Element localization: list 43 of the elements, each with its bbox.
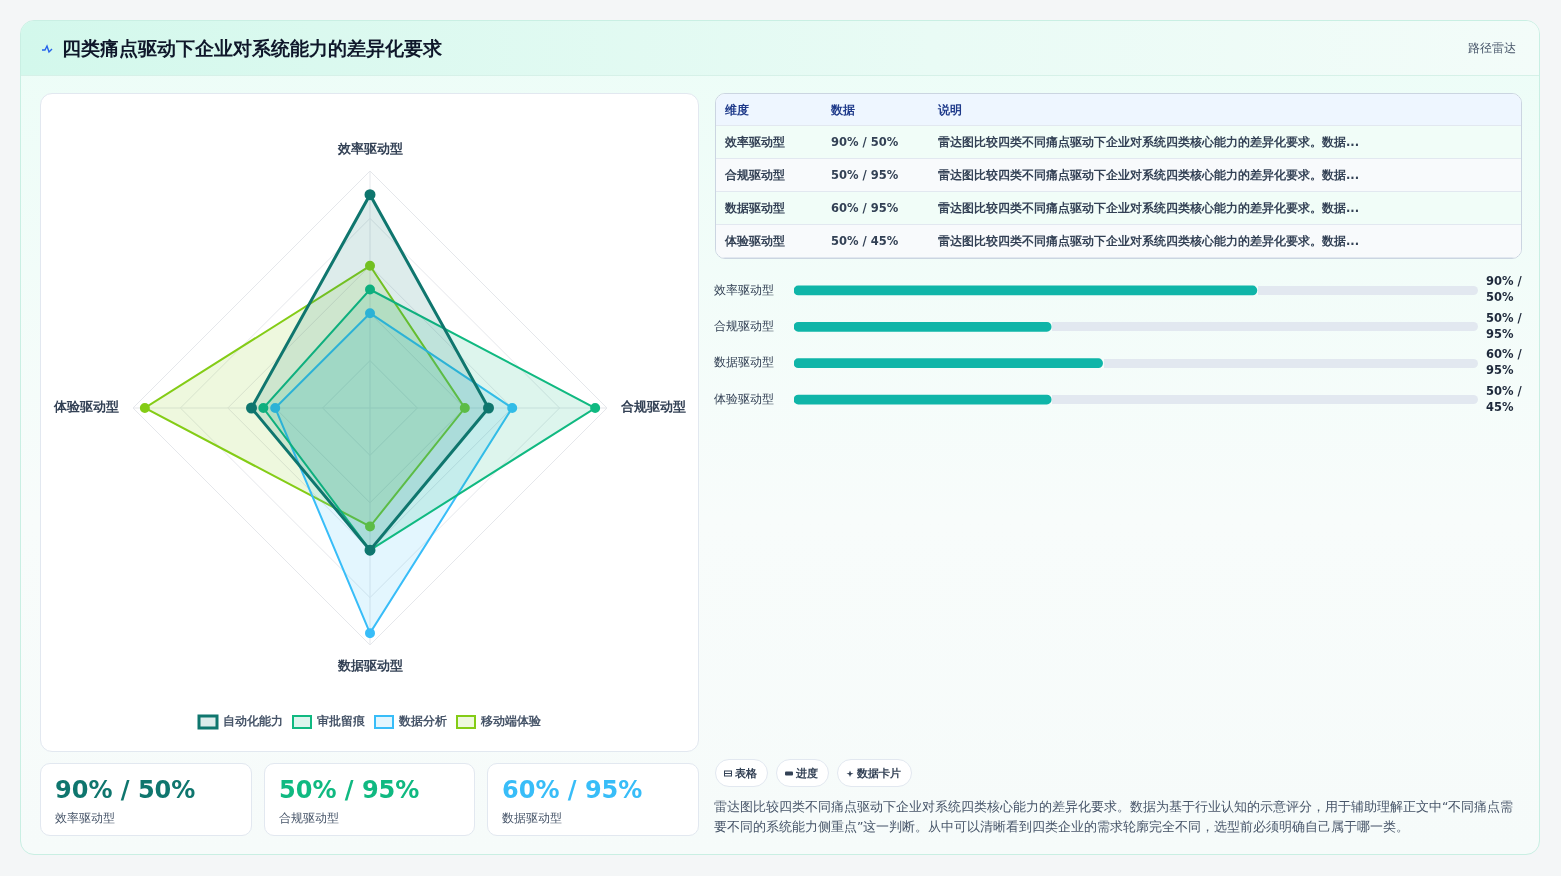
text: 60% / 95%: [502, 776, 643, 804]
data-label: 50% / 95%: [1486, 310, 1523, 341]
data-label: 60% / 95%: [1486, 347, 1523, 378]
spoke-label: 数据驱动型: [336, 658, 403, 674]
y-tick-label: 合规驱动型: [714, 318, 774, 333]
spoke-label: 体验驱动型: [53, 399, 119, 415]
spoke-label: 合规驱动型: [620, 399, 686, 415]
legend-label: 审批留痕: [317, 714, 366, 729]
legend-label: 数据分析: [398, 714, 447, 729]
data-label: 90% / 50%: [1486, 274, 1523, 305]
text: 50% / 95%: [831, 168, 899, 182]
text: 数据: [831, 103, 855, 118]
text: 雷达图比较四类不同痛点驱动下企业对系统四类核心能力的差异化要求。数据...: [938, 201, 1360, 216]
text: 50% / 95%: [279, 776, 420, 804]
text: 体验驱动型: [725, 234, 785, 249]
text: 效率驱动型: [55, 810, 115, 827]
text: 雷达图比较四类不同痛点驱动下企业对系统四类核心能力的差异化要求。数据...: [938, 234, 1360, 249]
y-tick-label: 效率驱动型: [714, 282, 774, 297]
text: 说明: [938, 103, 962, 118]
data-label: 50% / 45%: [1486, 383, 1523, 414]
text: 数据卡片: [857, 767, 901, 780]
text: 雷达图比较四类不同痛点驱动下企业对系统四类核心能力的差异化要求。数据...: [938, 135, 1360, 150]
text: 90% / 50%: [831, 135, 899, 149]
text: 90% / 50%: [55, 776, 196, 804]
text: 雷达图比较四类不同痛点驱动下企业对系统四类核心能力的差异化要求。数据为基于行业认知的示意评分，用于辅助理解正文中“不同痛点需要不同的系统能力侧重点”这一判断。从中可以清晰看到四类企业的需求轮廓完全不同，选型前必须明确自己属于哪一类。: [714, 798, 1515, 836]
text: 维度: [725, 103, 749, 118]
legend-label: 移动端体验: [480, 714, 542, 729]
legend-label: 自动化能力: [223, 714, 283, 729]
text: 进度: [796, 767, 818, 780]
text: 表格: [735, 767, 757, 780]
y-tick-label: 数据驱动型: [714, 355, 774, 370]
text: 数据驱动型: [502, 810, 562, 827]
text: 雷达图比较四类不同痛点驱动下企业对系统四类核心能力的差异化要求。数据...: [938, 168, 1360, 183]
spoke-label: 效率驱动型: [336, 140, 403, 156]
text: 合规驱动型: [279, 810, 339, 827]
y-tick-label: 体验驱动型: [714, 391, 774, 406]
text: 路径雷达: [1468, 40, 1516, 57]
text: 50% / 45%: [831, 234, 899, 248]
text: 效率驱动型: [725, 135, 785, 150]
chart-title: 四类痛点驱动下企业对系统能力的差异化要求: [62, 36, 442, 61]
text: 60% / 95%: [831, 201, 899, 215]
text: 数据驱动型: [725, 201, 785, 216]
text: 合规驱动型: [725, 168, 785, 183]
